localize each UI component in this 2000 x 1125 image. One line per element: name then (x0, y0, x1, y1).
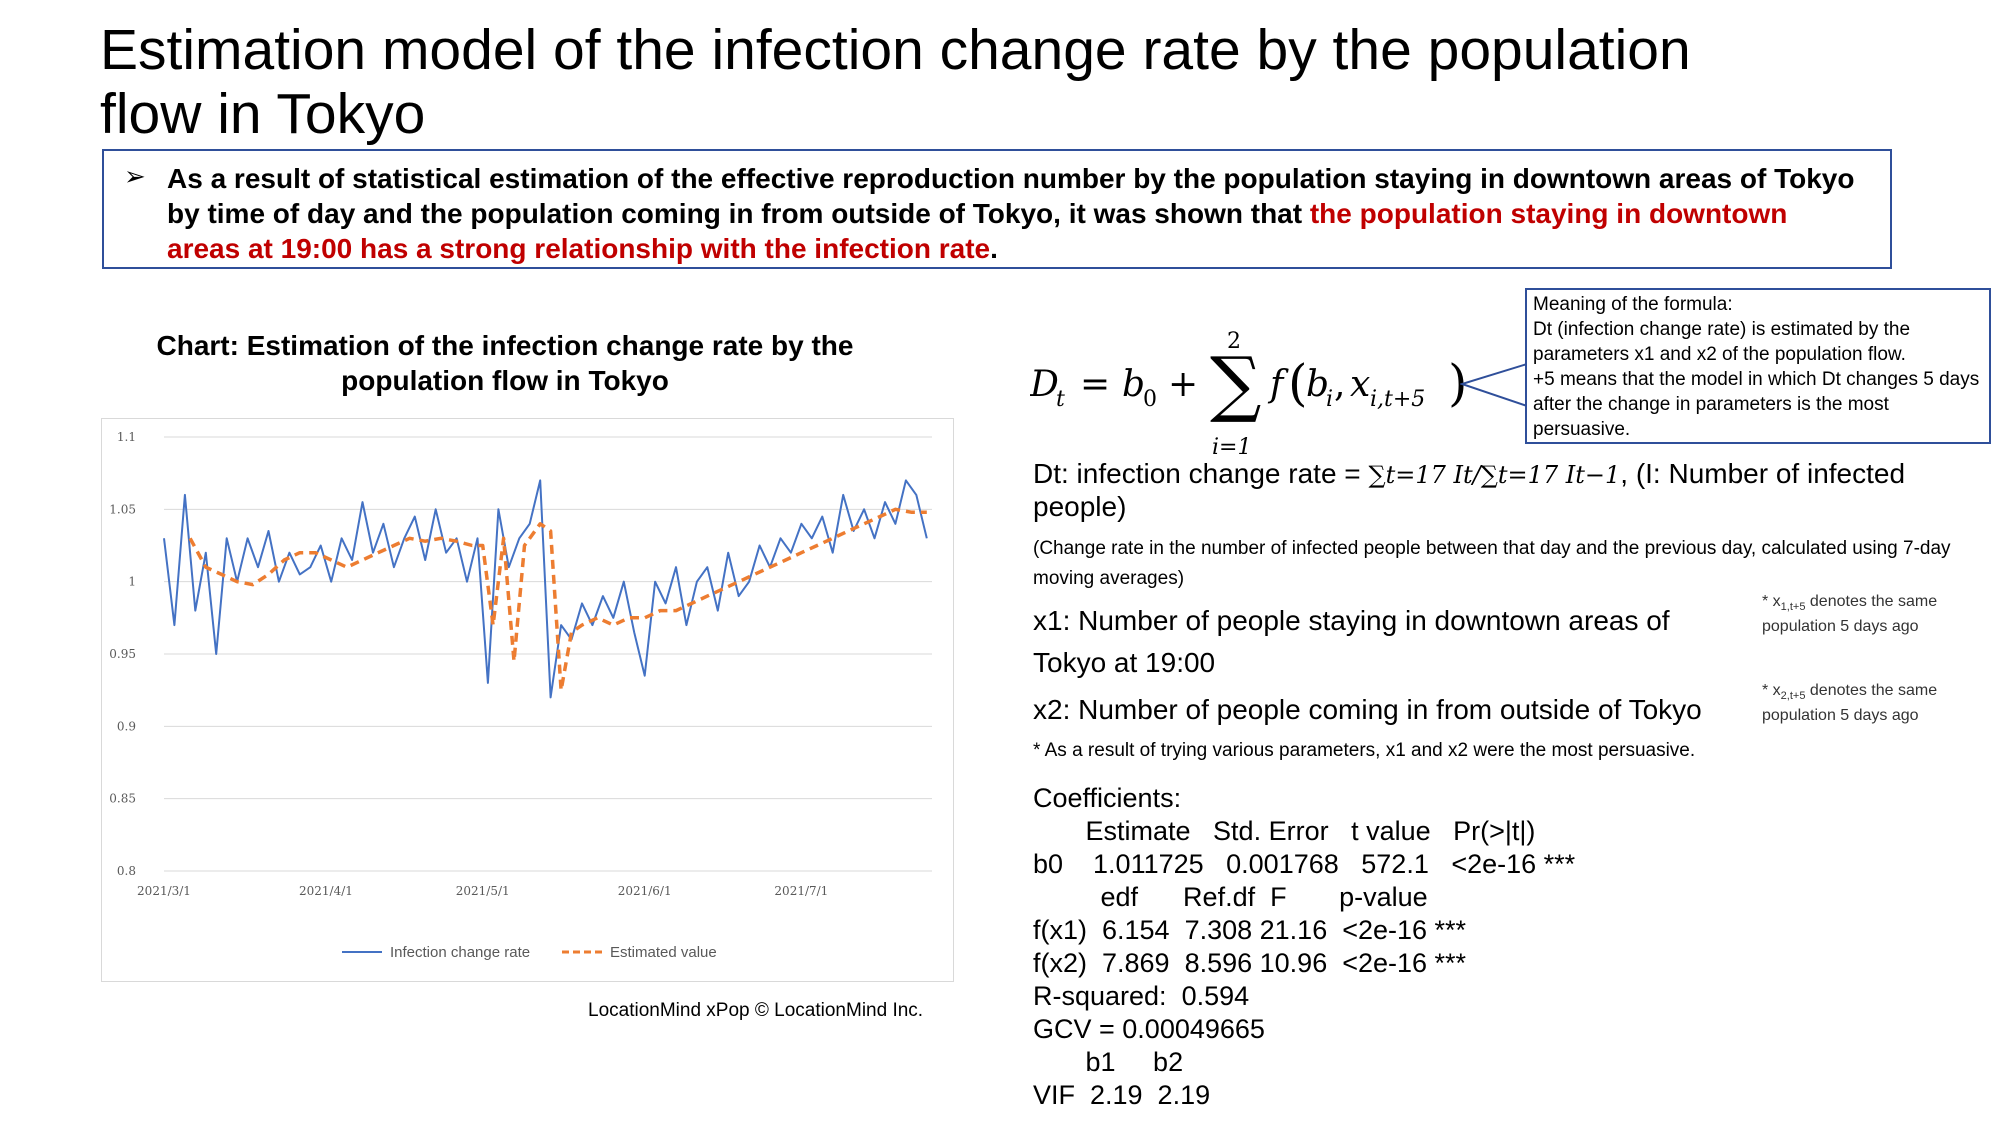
chart-title: Chart: Estimation of the infection chang… (156, 330, 854, 396)
formula-sum-sign: ∑ (1210, 341, 1261, 425)
formula-paren-close: ) (1448, 354, 1468, 412)
x2-footnote-prefix: * x (1762, 682, 1781, 699)
x1-definition: x1: Number of people staying in downtown… (1033, 605, 1670, 678)
formula-bi-sub: i (1326, 387, 1333, 412)
y-tick-label: 0.8 (117, 864, 136, 878)
dt-formula: ∑t=17 It/∑t=17 It−1 (1368, 461, 1621, 489)
summary-text-plain: As a result of statistical estimation of… (167, 163, 1855, 229)
y-tick-label: 0.85 (109, 792, 136, 806)
arrow-bullet-icon: ➢ (124, 161, 146, 191)
x2-footnote-suffix: denotes the same population 5 days ago (1762, 682, 1938, 725)
formula-lhs-sub: t (1056, 387, 1065, 412)
formula-sum-bottom: i=1 (1212, 435, 1251, 460)
formula-sum-top: 2 (1227, 329, 1241, 354)
dt-definition: Dt: infection change rate = ∑t=17 It/∑t=… (1033, 458, 1933, 523)
y-tick-label: 1 (128, 575, 136, 589)
coef-line: R-squared: 0.594 (1033, 981, 1250, 1011)
summary-text-highlight: the population staying in downtown areas… (167, 198, 1788, 264)
formula-plus: + (1168, 364, 1198, 405)
coef-line: Estimate Std. Error t value Pr(>|t|) (1033, 816, 1536, 846)
coef-line: Coefficients: (1033, 783, 1182, 813)
x2-footnote: * x2,t+5 denotes the same population 5 d… (1762, 681, 1962, 726)
formula-meaning-box: Meaning of the formula: Dt (infection ch… (1525, 288, 1991, 444)
coefficients-table: Coefficients: Estimate Std. Error t valu… (1033, 782, 1653, 1112)
x2-definition: x2: Number of people coming in from outs… (1033, 694, 1702, 725)
coef-line: GCV = 0.00049665 (1033, 1014, 1265, 1044)
page-title: Estimation model of the infection change… (100, 18, 1691, 146)
x1-footnote-suffix: denotes the same population 5 days ago (1762, 593, 1938, 636)
formula-b0: b (1122, 364, 1145, 405)
summary-callout: ➢ As a result of statistical estimation … (102, 149, 1892, 269)
line-chart: 0.8 0.85 0.9 0.95 1 1.05 1.1 2021/3/1 2021/4/1 20… (109, 430, 932, 961)
formula-xi: x (1350, 364, 1370, 405)
legend-label: Infection change rate (390, 944, 530, 961)
x-tick-label: 2021/3/1 (137, 884, 191, 898)
formula-bi: b (1306, 364, 1329, 405)
summary-text-end: . (990, 233, 998, 264)
x1-footnote-sub: 1,t+5 (1780, 601, 1806, 614)
coef-line: VIF 2.19 2.19 (1033, 1080, 1211, 1110)
summary-text: As a result of statistical estimation of… (167, 161, 1867, 266)
coef-line: b1 b2 (1033, 1047, 1184, 1077)
meaning-line-1: Dt (infection change rate) is estimated … (1533, 319, 1911, 365)
series-line-estimated-value (188, 507, 927, 692)
model-formula: D t = b 0 + ∑ 2 i=1 f ( b i , x i,t+5 ) (1030, 329, 1468, 460)
x-tick-label: 2021/7/1 (774, 884, 828, 898)
coef-line: edf Ref.df F p-value (1033, 882, 1428, 912)
series-line-infection-change-rate (163, 479, 928, 699)
chart-frame: 0.8 0.85 0.9 0.95 1 1.05 1.1 2021/3/1 2021/4/1 20… (101, 418, 954, 982)
formula-xi-sub: i,t+5 (1370, 387, 1425, 412)
meaning-heading: Meaning of the formula: (1533, 294, 1733, 315)
formula-paren-open: ( (1288, 354, 1308, 412)
change-rate-note: (Change rate in the number of infected p… (1033, 538, 1951, 589)
formula-b0-sub: 0 (1143, 387, 1157, 412)
x1-footnote-prefix: * x (1762, 593, 1781, 610)
x-tick-label: 2021/4/1 (299, 884, 353, 898)
legend-label: Estimated value (610, 944, 717, 961)
formula-func: f (1267, 364, 1289, 405)
meaning-line-2: +5 means that the model in which Dt chan… (1533, 369, 1980, 440)
x-tick-label: 2021/6/1 (618, 884, 672, 898)
y-tick-label: 0.9 (117, 719, 136, 733)
y-tick-label: 1.1 (117, 430, 136, 444)
coef-line: b0 1.011725 0.001768 572.1 <2e-16 *** (1033, 849, 1576, 879)
dt-prefix: Dt: infection change rate = (1033, 458, 1369, 489)
coef-line: f(x1) 6.154 7.308 21.16 <2e-16 *** (1033, 915, 1467, 945)
x1-footnote: * x1,t+5 denotes the same population 5 d… (1762, 592, 1962, 637)
callout-pointer (1460, 362, 1528, 408)
y-tick-label: 1.05 (109, 502, 136, 516)
formula-comma: , (1334, 364, 1345, 405)
y-tick-label: 0.95 (109, 647, 136, 661)
formula-lhs: D (1030, 364, 1059, 405)
x-tick-label: 2021/5/1 (456, 884, 510, 898)
formula-equals: = (1080, 364, 1110, 405)
x2-footnote-sub: 2,t+5 (1780, 690, 1806, 703)
dt-suffix: , (I: Number of infected people) (1033, 458, 1906, 522)
coef-line: f(x2) 7.869 8.596 10.96 <2e-16 *** (1033, 948, 1467, 978)
parameter-note: * As a result of trying various paramete… (1033, 740, 1696, 761)
credit-text: LocationMind xPop © LocationMind Inc. (588, 1000, 924, 1021)
